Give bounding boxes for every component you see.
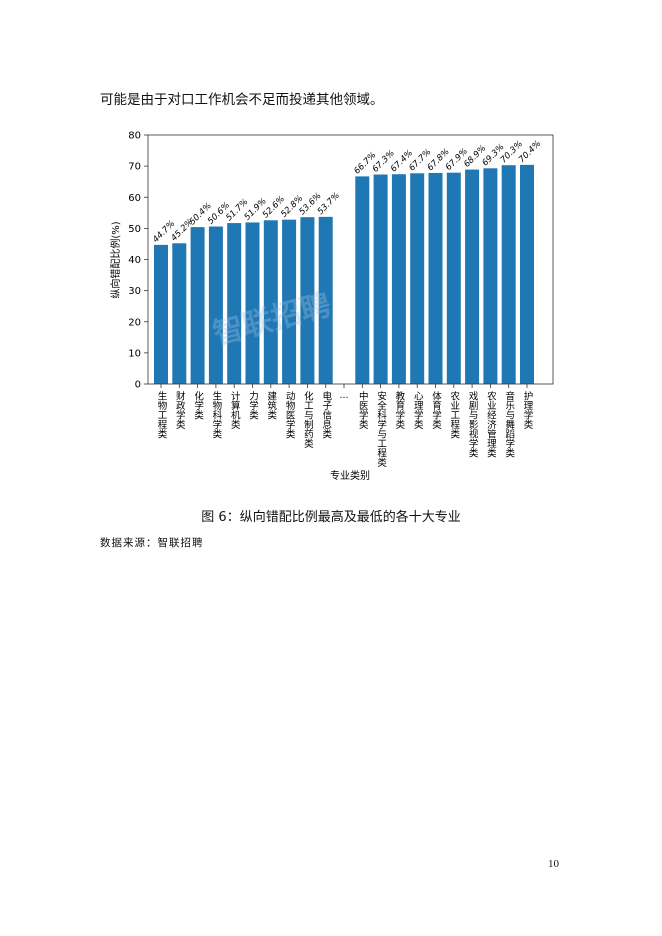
x-tick-label: 农业经济管理类 xyxy=(485,390,497,458)
x-tick-label: 建筑类 xyxy=(265,390,277,420)
x-tick-label: 生物工程类 xyxy=(156,390,168,439)
x-tick-label: 教育学类 xyxy=(393,390,405,430)
bar xyxy=(282,219,297,384)
y-tick-label: 60 xyxy=(128,193,141,204)
y-tick-label: 10 xyxy=(128,348,141,359)
x-axis-label: 专业类别 xyxy=(330,469,370,482)
y-tick-label: 70 xyxy=(128,162,141,173)
bar xyxy=(245,222,260,384)
x-tick-label: 安全科学与工程类 xyxy=(375,390,387,468)
x-tick-label: 化学类 xyxy=(192,390,204,420)
bar xyxy=(520,164,534,384)
x-tick-label: 农业工程类 xyxy=(448,390,460,439)
bar xyxy=(208,226,223,384)
x-tick-label: 力学类 xyxy=(247,390,259,420)
y-tick-label: 30 xyxy=(128,286,141,297)
bar xyxy=(410,173,425,384)
x-tick-label: 心理学类 xyxy=(412,391,424,430)
bar xyxy=(172,243,187,384)
bar xyxy=(391,174,406,384)
y-axis-label: 纵向错配比例(%) xyxy=(109,221,122,298)
bar xyxy=(465,169,480,384)
x-tick-label: 中医学类 xyxy=(357,390,369,430)
bar xyxy=(446,172,461,384)
y-tick-label: 20 xyxy=(128,317,141,328)
bar xyxy=(483,168,498,384)
bar xyxy=(355,176,370,384)
bar xyxy=(263,220,278,384)
y-tick-label: 0 xyxy=(135,380,141,391)
bar xyxy=(373,174,388,384)
x-tick-label: 护理学类 xyxy=(522,390,534,430)
bar xyxy=(190,227,205,384)
x-tick-label: 计算机类 xyxy=(229,390,241,430)
x-tick-label: 化工与制药类 xyxy=(302,390,314,449)
bar xyxy=(501,165,516,384)
source-note: 数据来源：智联招聘 xyxy=(100,537,204,549)
bar xyxy=(227,223,242,384)
page-number: 10 xyxy=(548,858,559,870)
bar-chart: 44.7%45.2%50.4%50.6%51.7%51.9%52.6%52.8%… xyxy=(109,131,554,482)
bar xyxy=(154,244,168,384)
x-gap-label: … xyxy=(340,391,349,401)
x-tick-label: 财政学类 xyxy=(174,390,186,430)
x-tick-label: 体育学类 xyxy=(430,390,442,430)
bar xyxy=(428,172,443,384)
intro-paragraph: 可能是由于对口工作机会不足而投递其他领域。 xyxy=(100,92,384,108)
bar xyxy=(318,216,333,384)
bar xyxy=(300,217,315,384)
x-tick-label: 生物科学类 xyxy=(210,390,222,439)
y-tick-label: 80 xyxy=(128,131,141,142)
x-tick-label: 音乐与舞蹈学类 xyxy=(503,390,515,458)
y-tick-label: 40 xyxy=(128,255,141,266)
x-tick-label: 戏剧与影视学类 xyxy=(467,390,479,458)
figure-caption: 图 6：纵向错配比例最高及最低的各十大专业 xyxy=(201,510,461,525)
x-tick-label: 电子信息类 xyxy=(320,390,332,439)
y-tick-label: 50 xyxy=(128,224,141,235)
x-tick-label: 动物医学类 xyxy=(284,391,296,439)
